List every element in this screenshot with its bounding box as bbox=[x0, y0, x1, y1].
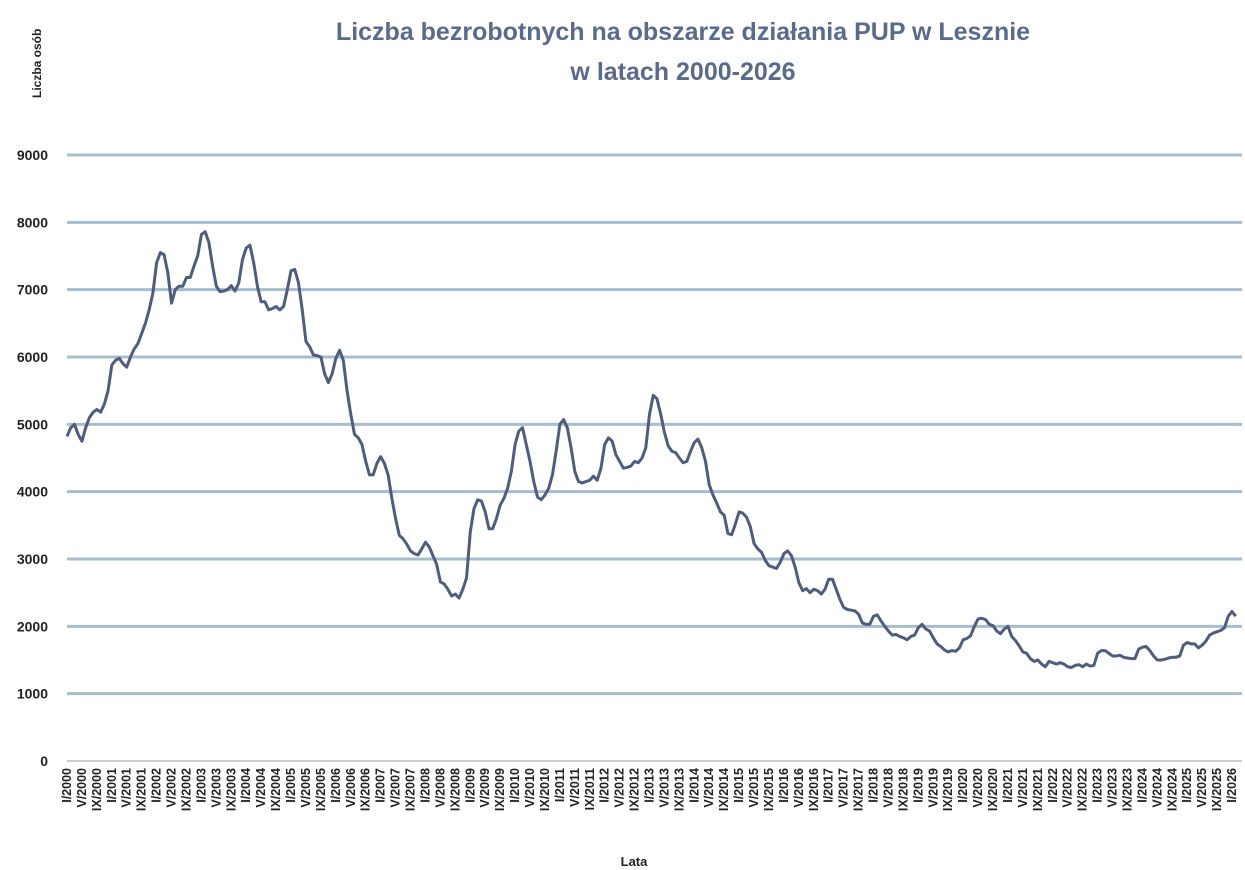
x-tick-label: I/2008 bbox=[418, 768, 432, 803]
x-tick-label: V/2005 bbox=[299, 768, 313, 808]
x-tick-label: IX/2014 bbox=[717, 768, 731, 811]
x-tick-label: IX/2016 bbox=[807, 768, 821, 811]
x-tick-label: V/2024 bbox=[1150, 768, 1164, 808]
x-tick-label: IX/2010 bbox=[538, 768, 552, 811]
x-tick-label: V/2019 bbox=[926, 768, 940, 808]
x-tick-label: IX/2019 bbox=[941, 768, 955, 811]
x-tick-label: I/2024 bbox=[1135, 768, 1149, 803]
x-tick-label: IX/2009 bbox=[493, 768, 507, 811]
x-tick-label: V/2000 bbox=[75, 768, 89, 808]
x-tick-label: IX/2008 bbox=[448, 768, 462, 811]
y-tick-label: 4000 bbox=[17, 484, 48, 500]
y-tick-label: 9000 bbox=[17, 147, 48, 163]
y-tick-label: 1000 bbox=[17, 686, 48, 702]
x-tick-label: I/2005 bbox=[284, 768, 298, 803]
x-tick-label: V/2008 bbox=[433, 768, 447, 808]
x-tick-label: IX/2007 bbox=[404, 768, 418, 811]
x-tick-label: I/2001 bbox=[105, 768, 119, 803]
x-tick-label: IX/2001 bbox=[135, 768, 149, 811]
x-tick-label: I/2012 bbox=[598, 768, 612, 803]
x-tick-label: V/2018 bbox=[881, 768, 895, 808]
x-tick-label: IX/2004 bbox=[269, 768, 283, 811]
x-tick-label: V/2021 bbox=[1016, 768, 1030, 808]
x-tick-label: V/2023 bbox=[1106, 768, 1120, 808]
x-tick-label: V/2015 bbox=[747, 768, 761, 808]
x-tick-label: I/2013 bbox=[643, 768, 657, 803]
x-tick-label: IX/2018 bbox=[896, 768, 910, 811]
x-tick-label: I/2010 bbox=[508, 768, 522, 803]
x-tick-label: V/2011 bbox=[568, 768, 582, 807]
x-tick-label: IX/2021 bbox=[1031, 768, 1045, 811]
x-tick-label: IX/2002 bbox=[179, 768, 193, 811]
x-tick-label: I/2011 bbox=[553, 768, 567, 802]
x-tick-label: IX/2020 bbox=[986, 768, 1000, 811]
x-tick-label: V/2016 bbox=[792, 768, 806, 808]
x-tick-label: I/2015 bbox=[732, 768, 746, 803]
x-tick-label: V/2002 bbox=[165, 768, 179, 808]
y-tick-label: 3000 bbox=[17, 551, 48, 567]
x-tick-label: V/2006 bbox=[344, 768, 358, 808]
x-tick-label: V/2025 bbox=[1195, 768, 1209, 808]
x-tick-label: I/2026 bbox=[1225, 768, 1239, 803]
x-tick-label: V/2010 bbox=[523, 768, 537, 808]
x-tick-label: IX/2024 bbox=[1165, 768, 1179, 811]
x-tick-label: I/2019 bbox=[911, 768, 925, 803]
x-tick-label: IX/2005 bbox=[314, 768, 328, 811]
x-tick-label: V/2001 bbox=[120, 768, 134, 808]
x-tick-label: IX/2013 bbox=[672, 768, 686, 811]
x-tick-label: I/2023 bbox=[1091, 768, 1105, 803]
x-tick-label: IX/2023 bbox=[1120, 768, 1134, 811]
x-tick-label: I/2009 bbox=[463, 768, 477, 803]
x-tick-label: V/2007 bbox=[389, 768, 403, 808]
x-tick-label: I/2004 bbox=[239, 768, 253, 803]
x-tick-label: IX/2000 bbox=[90, 768, 104, 811]
x-tick-label: IX/2025 bbox=[1210, 768, 1224, 811]
x-tick-label: V/2003 bbox=[209, 768, 223, 808]
data-line bbox=[65, 230, 1237, 669]
x-tick-label: IX/2015 bbox=[762, 768, 776, 811]
x-tick-label: I/2003 bbox=[194, 768, 208, 803]
x-tick-label: V/2022 bbox=[1061, 768, 1075, 808]
x-tick-label: I/2000 bbox=[60, 768, 74, 803]
y-tick-label: 5000 bbox=[17, 416, 48, 432]
x-tick-label: V/2017 bbox=[837, 768, 851, 808]
x-tick-label: I/2017 bbox=[822, 768, 836, 803]
y-tick-label: 7000 bbox=[17, 282, 48, 298]
x-tick-label: V/2013 bbox=[657, 768, 671, 808]
x-tick-label: I/2014 bbox=[687, 768, 701, 803]
x-tick-label: IX/2003 bbox=[224, 768, 238, 811]
x-axis-label: Lata bbox=[621, 854, 649, 869]
x-tick-label: V/2004 bbox=[254, 768, 268, 808]
y-tick-label: 8000 bbox=[17, 214, 48, 230]
x-tick-label: I/2006 bbox=[329, 768, 343, 803]
x-tick-label: I/2022 bbox=[1046, 768, 1060, 803]
x-tick-label: I/2025 bbox=[1180, 768, 1194, 803]
x-tick-label: I/2018 bbox=[867, 768, 881, 803]
chart-subtitle: w latach 2000-2026 bbox=[569, 58, 795, 86]
x-tick-label: I/2016 bbox=[777, 768, 791, 803]
x-tick-label: IX/2012 bbox=[628, 768, 642, 811]
x-tick-label: IX/2017 bbox=[852, 768, 866, 811]
x-tick-label: IX/2011 bbox=[583, 768, 597, 810]
x-tick-label: V/2014 bbox=[702, 768, 716, 808]
y-axis-label: Liczba osób bbox=[30, 29, 44, 98]
y-tick-label: 0 bbox=[40, 753, 48, 769]
y-tick-label: 2000 bbox=[17, 618, 48, 634]
x-tick-label: V/2009 bbox=[478, 768, 492, 808]
x-tick-label: IX/2022 bbox=[1076, 768, 1090, 811]
x-tick-label: I/2021 bbox=[1001, 768, 1015, 803]
x-tick-label: I/2002 bbox=[150, 768, 164, 803]
x-tick-label: I/2007 bbox=[374, 768, 388, 803]
x-tick-label: I/2020 bbox=[956, 768, 970, 803]
y-tick-label: 6000 bbox=[17, 349, 48, 365]
x-tick-label: V/2012 bbox=[613, 768, 627, 808]
x-tick-label: IX/2006 bbox=[359, 768, 373, 811]
chart-title: Liczba bezrobotnych na obszarze działani… bbox=[336, 18, 1030, 46]
x-tick-label: V/2020 bbox=[971, 768, 985, 808]
